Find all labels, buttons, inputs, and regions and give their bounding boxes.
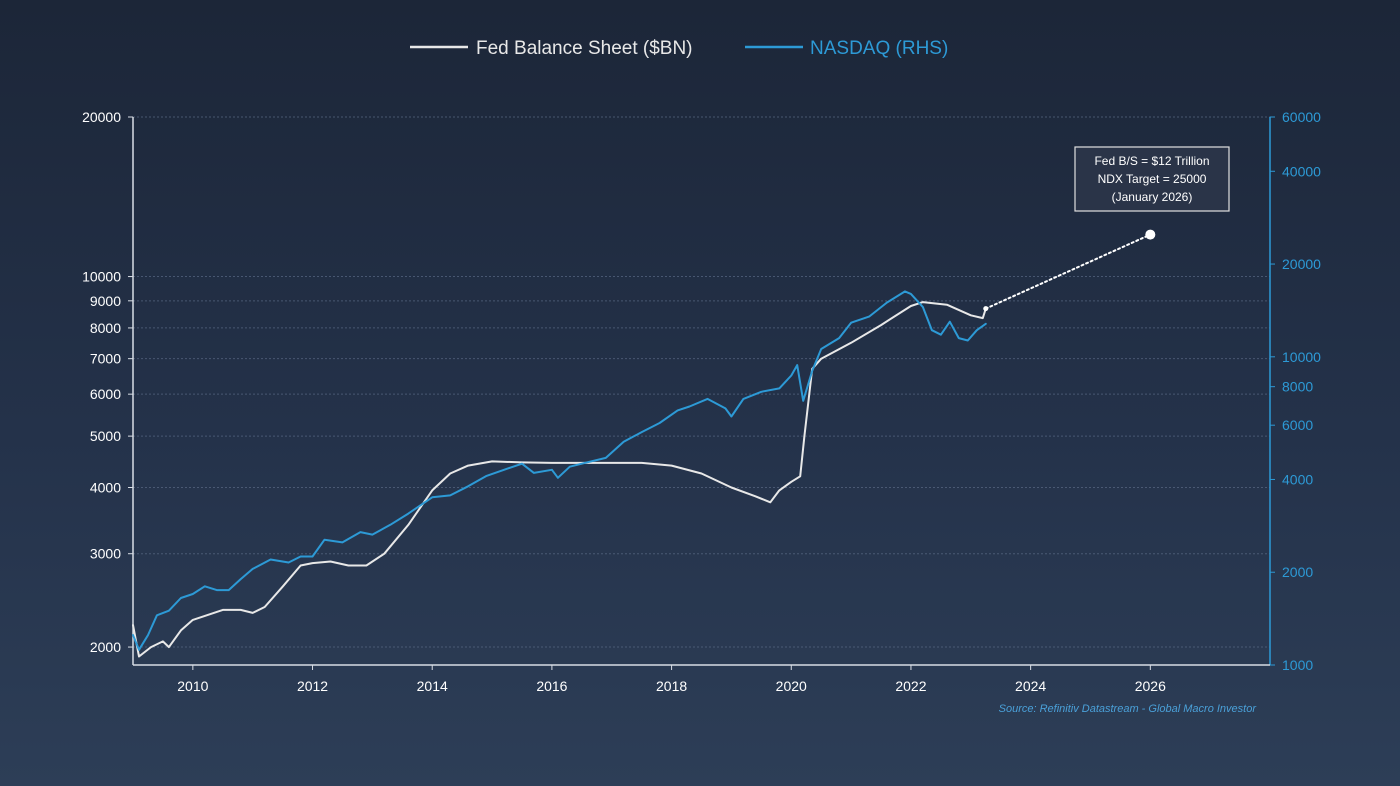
series-line-fed-balance-sheet-bn bbox=[132, 301, 987, 658]
x-tick-label-2022: 2022 bbox=[895, 678, 926, 694]
right-tick-label-2000: 2000 bbox=[1282, 564, 1313, 580]
legend-fed-label: Fed Balance Sheet ($BN) bbox=[476, 38, 693, 59]
left-tick-label-20000: 20000 bbox=[82, 109, 121, 125]
projection-start-point bbox=[983, 306, 989, 312]
annotation: Fed B/S = $12 Trillion NDX Target = 2500… bbox=[1074, 146, 1230, 212]
left-tick-label-2000: 2000 bbox=[90, 639, 121, 655]
annotation-line2: NDX Target = 25000 bbox=[1098, 172, 1207, 186]
x-tick-label-2020: 2020 bbox=[776, 678, 807, 694]
right-tick-label-6000: 6000 bbox=[1282, 417, 1313, 433]
axes bbox=[132, 117, 1271, 666]
left-tick-label-7000: 7000 bbox=[90, 351, 121, 367]
right-tick-label-1000: 1000 bbox=[1282, 657, 1313, 673]
left-tick-label-6000: 6000 bbox=[90, 386, 121, 402]
annotation-box bbox=[1074, 146, 1230, 212]
series-line-projection bbox=[984, 233, 1152, 310]
right-tick-label-20000: 20000 bbox=[1282, 256, 1321, 272]
right-tick-label-60000: 60000 bbox=[1282, 109, 1321, 125]
legend-nasdaq-label: NASDAQ (RHS) bbox=[810, 38, 948, 59]
left-tick-label-3000: 3000 bbox=[90, 546, 121, 562]
right-tick-label-10000: 10000 bbox=[1282, 349, 1321, 365]
annotation-line3: (January 2026) bbox=[1112, 190, 1193, 204]
left-tick-label-9000: 9000 bbox=[90, 293, 121, 309]
x-tick-label-2010: 2010 bbox=[177, 678, 208, 694]
series-lines bbox=[132, 229, 1156, 658]
gridlines bbox=[133, 116, 1270, 648]
right-tick-label-40000: 40000 bbox=[1282, 163, 1321, 179]
x-tick-label-2026: 2026 bbox=[1135, 678, 1166, 694]
x-tick-label-2024: 2024 bbox=[1015, 678, 1046, 694]
x-tick-label-2018: 2018 bbox=[656, 678, 687, 694]
x-tick-label-2012: 2012 bbox=[297, 678, 328, 694]
left-axis-ticks: 2000 3000 4000 5000 6000 7000 8000 9000 10000 200… bbox=[82, 109, 133, 655]
projection-target-point bbox=[1145, 229, 1156, 240]
x-tick-label-2016: 2016 bbox=[536, 678, 567, 694]
series-line-nasdaq-rhs bbox=[132, 290, 987, 651]
left-tick-label-8000: 8000 bbox=[90, 320, 121, 336]
source-note: Source: Refinitiv Datastream - Global Ma… bbox=[999, 703, 1258, 715]
x-axis-ticks: 2010 2012 2014 2016 2018 2020 2022 2024 2026 bbox=[177, 665, 1166, 694]
left-tick-label-5000: 5000 bbox=[90, 428, 121, 444]
legend: Fed Balance Sheet ($BN) NASDAQ (RHS) bbox=[410, 38, 948, 59]
annotation-line1: Fed B/S = $12 Trillion bbox=[1094, 154, 1209, 168]
right-axis-ticks: 1000 2000 4000 6000 8000 10000 20000 40000 60000 bbox=[1270, 109, 1321, 673]
x-tick-label-2014: 2014 bbox=[417, 678, 448, 694]
left-tick-label-4000: 4000 bbox=[90, 479, 121, 495]
right-tick-label-4000: 4000 bbox=[1282, 471, 1313, 487]
left-tick-label-10000: 10000 bbox=[82, 269, 121, 285]
right-tick-label-8000: 8000 bbox=[1282, 379, 1313, 395]
